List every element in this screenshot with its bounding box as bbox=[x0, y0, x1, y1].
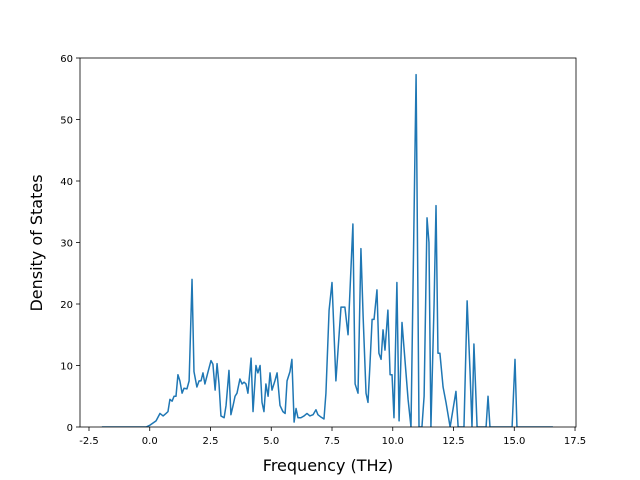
y-tick-label: 30 bbox=[60, 239, 73, 250]
x-tick-label: 7.5 bbox=[324, 436, 340, 447]
x-tick-label: 15.0 bbox=[503, 436, 525, 447]
y-tick-label: 20 bbox=[60, 300, 73, 311]
x-tick-label: 0.0 bbox=[142, 436, 158, 447]
y-tick-label: 50 bbox=[60, 116, 73, 127]
y-axis-label: Density of States bbox=[27, 174, 46, 311]
plot-frame bbox=[79, 57, 577, 428]
x-tick-label: 17.5 bbox=[564, 436, 586, 447]
x-axis-label: Frequency (THz) bbox=[263, 456, 393, 475]
x-tick-label: 10.0 bbox=[382, 436, 404, 447]
x-tick-label: -2.5 bbox=[79, 436, 99, 447]
series-line bbox=[101, 73, 553, 427]
y-tick-label: 0 bbox=[67, 423, 73, 434]
y-tick-label: 60 bbox=[60, 54, 73, 65]
y-tick-label: 10 bbox=[60, 362, 73, 373]
x-tick-label: 12.5 bbox=[442, 436, 464, 447]
x-tick-label: 2.5 bbox=[203, 436, 219, 447]
y-tick-label: 40 bbox=[60, 177, 73, 188]
x-tick-label: 5.0 bbox=[263, 436, 279, 447]
